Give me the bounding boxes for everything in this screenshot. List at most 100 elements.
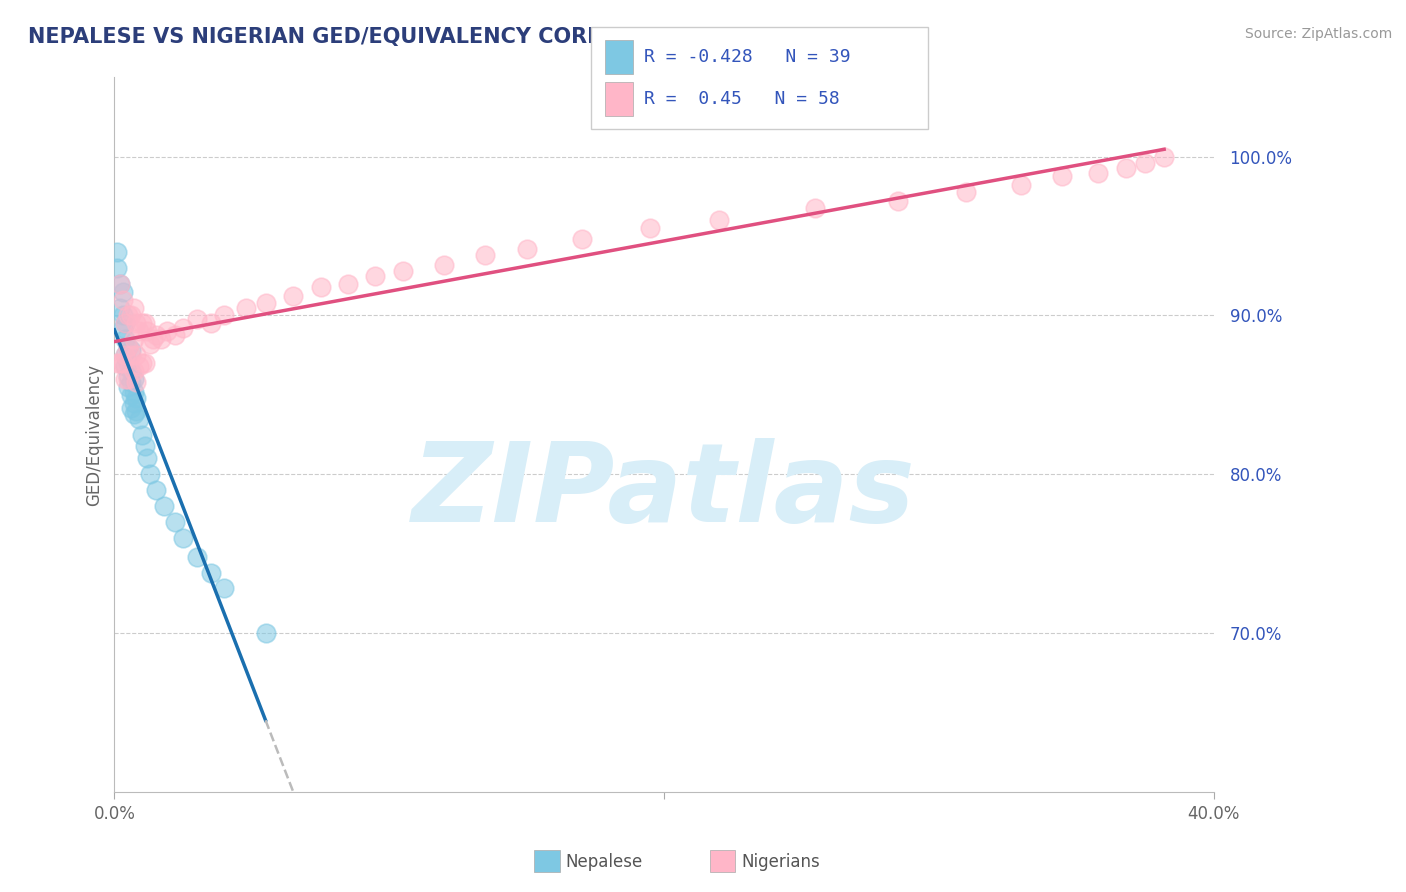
Point xyxy=(186,549,208,564)
Point xyxy=(117,340,139,354)
Point xyxy=(134,356,156,370)
Text: Source: ZipAtlas.com: Source: ZipAtlas.com xyxy=(1244,27,1392,41)
Point xyxy=(186,311,208,326)
Point xyxy=(142,332,165,346)
Point xyxy=(122,332,145,346)
Point xyxy=(136,451,159,466)
Point xyxy=(571,232,593,246)
Point xyxy=(122,396,145,410)
Point xyxy=(122,364,145,378)
Point xyxy=(111,293,134,307)
Point xyxy=(122,384,145,399)
Point xyxy=(433,258,456,272)
Point xyxy=(131,317,153,331)
Point xyxy=(117,380,139,394)
Text: Nigerians: Nigerians xyxy=(741,853,820,871)
Point xyxy=(111,321,134,335)
Point xyxy=(105,260,128,275)
Point xyxy=(1153,150,1175,164)
Point xyxy=(235,301,257,315)
Point xyxy=(134,317,156,331)
Point xyxy=(120,309,142,323)
Point xyxy=(128,359,150,374)
Point xyxy=(145,327,167,342)
Point xyxy=(120,375,142,389)
Text: ZIPatlas: ZIPatlas xyxy=(412,438,915,545)
Point xyxy=(114,317,136,331)
Point xyxy=(108,277,131,291)
Point xyxy=(150,332,173,346)
Point xyxy=(163,327,186,342)
Point xyxy=(111,356,134,370)
Point xyxy=(114,348,136,362)
Point xyxy=(134,439,156,453)
Point xyxy=(122,407,145,421)
Point xyxy=(128,411,150,425)
Point xyxy=(131,356,153,370)
Point xyxy=(114,317,136,331)
Point xyxy=(638,221,661,235)
Point xyxy=(117,309,139,323)
Point xyxy=(156,324,179,338)
Point xyxy=(125,391,148,405)
Point xyxy=(117,340,139,354)
Point xyxy=(309,280,332,294)
Point xyxy=(108,356,131,370)
Point xyxy=(120,364,142,378)
Point xyxy=(516,242,538,256)
Point xyxy=(214,309,236,323)
Point xyxy=(254,626,277,640)
Point xyxy=(108,277,131,291)
Text: Nepalese: Nepalese xyxy=(565,853,643,871)
Point xyxy=(172,531,194,545)
Text: NEPALESE VS NIGERIAN GED/EQUIVALENCY CORRELATION CHART: NEPALESE VS NIGERIAN GED/EQUIVALENCY COR… xyxy=(28,27,787,46)
Point xyxy=(1133,156,1156,170)
Point xyxy=(281,289,304,303)
Point xyxy=(200,317,222,331)
Point xyxy=(392,264,415,278)
Point xyxy=(163,515,186,529)
Point xyxy=(125,375,148,389)
Point xyxy=(120,388,142,402)
Point xyxy=(117,356,139,370)
Point xyxy=(886,194,908,209)
Point xyxy=(254,295,277,310)
Point xyxy=(1052,169,1074,183)
Point xyxy=(120,401,142,415)
Point xyxy=(337,277,360,291)
Point xyxy=(114,348,136,362)
Point xyxy=(125,403,148,417)
Point xyxy=(474,248,496,262)
Point xyxy=(108,301,131,315)
Point xyxy=(128,324,150,338)
Point xyxy=(153,499,176,513)
Point xyxy=(1115,161,1137,175)
Point xyxy=(117,368,139,383)
Point xyxy=(131,427,153,442)
Point xyxy=(114,332,136,346)
Point xyxy=(111,285,134,299)
Point xyxy=(364,268,387,283)
Point xyxy=(139,337,162,351)
Y-axis label: GED/Equivalency: GED/Equivalency xyxy=(86,363,103,506)
Point xyxy=(125,348,148,362)
Point xyxy=(804,201,827,215)
Point xyxy=(114,372,136,386)
Text: R = -0.428   N = 39: R = -0.428 N = 39 xyxy=(644,48,851,66)
Point xyxy=(955,185,977,199)
Point xyxy=(125,317,148,331)
Point xyxy=(139,467,162,482)
Text: R =  0.45   N = 58: R = 0.45 N = 58 xyxy=(644,90,839,108)
Point xyxy=(105,356,128,370)
Point xyxy=(136,324,159,338)
Point xyxy=(114,359,136,374)
Point xyxy=(1010,178,1032,193)
Point xyxy=(172,321,194,335)
Point xyxy=(200,566,222,580)
Point xyxy=(1087,166,1109,180)
Point xyxy=(117,372,139,386)
Point xyxy=(122,301,145,315)
Point xyxy=(120,343,142,358)
Point xyxy=(214,582,236,596)
Point xyxy=(145,483,167,497)
